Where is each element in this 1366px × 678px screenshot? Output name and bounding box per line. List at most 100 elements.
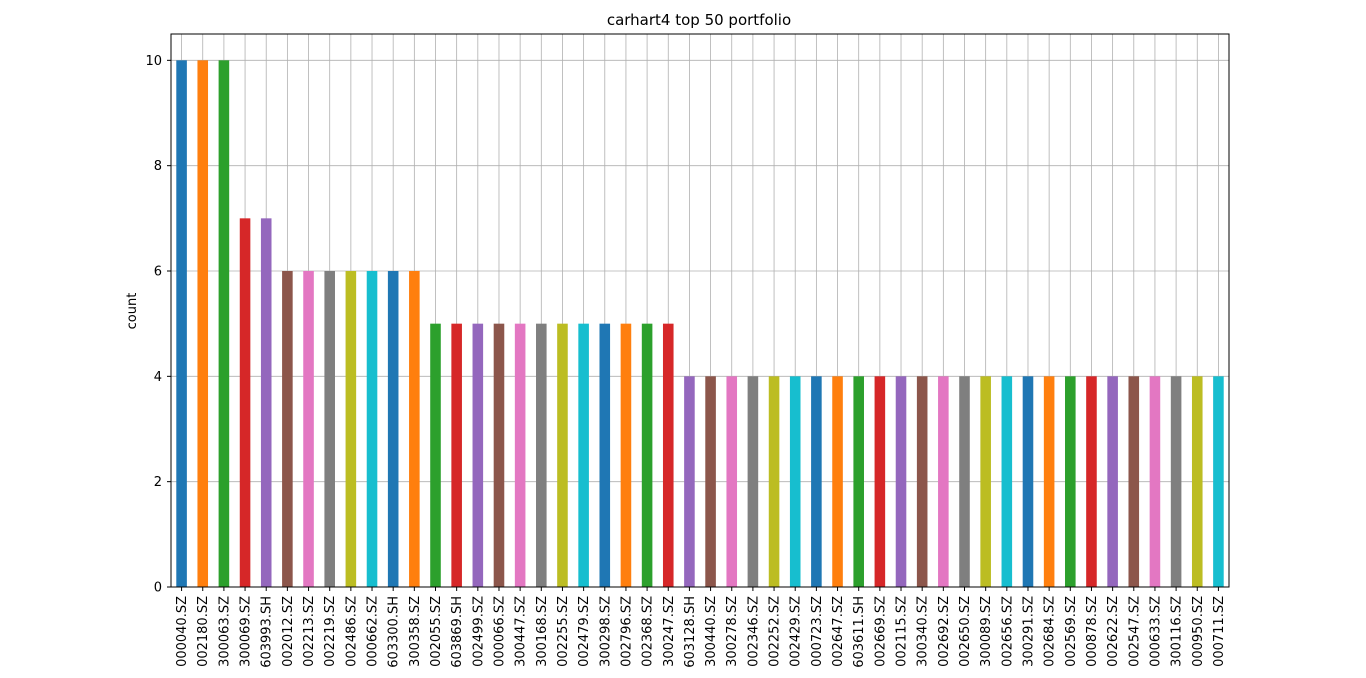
bar — [451, 323, 462, 587]
x-tick-label: 000950.SZ — [1191, 596, 1206, 667]
x-tick-label: 002479.SZ — [577, 596, 592, 667]
bar — [916, 376, 928, 587]
bar — [1001, 376, 1013, 587]
bar — [726, 376, 738, 587]
y-tick-label: 4 — [154, 370, 162, 385]
bar — [1043, 376, 1055, 587]
x-tick-label: 603128.SH — [683, 596, 698, 668]
bar — [1213, 376, 1224, 587]
x-tick-label: 002547.SZ — [1127, 596, 1142, 667]
x-tick-label: 002429.SZ — [789, 596, 804, 667]
x-tick-label: 000711.SZ — [1212, 596, 1227, 667]
bar — [853, 376, 864, 587]
bar — [430, 323, 441, 587]
x-tick-label: 300447.SZ — [514, 596, 529, 667]
x-tick-label: 000066.SZ — [492, 596, 507, 667]
x-tick-label: 300089.SZ — [979, 596, 994, 667]
bar — [282, 271, 293, 587]
bar — [789, 376, 801, 587]
bars — [176, 60, 1224, 588]
bar — [493, 323, 505, 587]
y-tick-label: 8 — [154, 159, 162, 174]
x-tick-label: 002647.SZ — [831, 596, 846, 667]
bar — [599, 323, 611, 587]
x-tick-label: 000878.SZ — [1085, 596, 1100, 667]
bar — [684, 376, 695, 587]
x-tick-label: 002012.SZ — [281, 596, 296, 667]
x-tick-label: 300358.SZ — [408, 596, 423, 667]
bar — [768, 376, 780, 587]
x-tick-label: 002346.SZ — [746, 596, 761, 667]
bar — [303, 271, 314, 587]
x-tick-label: 000662.SZ — [366, 596, 381, 667]
bar — [1086, 376, 1097, 587]
bar — [1149, 376, 1161, 587]
bar — [557, 323, 568, 587]
x-tick-label: 300340.SZ — [916, 596, 931, 667]
x-tick-label: 002499.SZ — [471, 596, 486, 667]
bar — [747, 376, 759, 587]
bar — [260, 218, 272, 588]
bar — [1191, 376, 1203, 587]
bar — [218, 60, 230, 588]
x-tick-label: 603611.SH — [852, 596, 867, 668]
bar — [197, 60, 209, 588]
chart-title: carhart4 top 50 portfolio — [607, 11, 791, 29]
y-tick-label: 0 — [154, 581, 162, 596]
x-tick-label: 002569.SZ — [1064, 596, 1079, 667]
bar — [811, 376, 822, 587]
bar — [832, 376, 843, 587]
y-tick-label: 6 — [154, 265, 162, 280]
x-tick-label: 300440.SZ — [704, 596, 719, 667]
x-tick-label: 002692.SZ — [937, 596, 952, 667]
x-tick-label: 002656.SZ — [1000, 596, 1015, 667]
bar — [536, 323, 547, 587]
x-tick-label: 300278.SZ — [725, 596, 740, 667]
bar — [662, 323, 674, 587]
bar — [1128, 376, 1140, 587]
bar — [324, 271, 335, 587]
x-tick-label: 002055.SZ — [429, 596, 444, 667]
bar — [578, 323, 589, 587]
bar — [938, 376, 949, 587]
bar — [409, 271, 420, 587]
bar — [1022, 376, 1034, 587]
x-tick-label: 603300.SH — [387, 596, 402, 668]
bar — [874, 376, 886, 587]
bar — [176, 60, 187, 588]
x-tick-label: 002796.SZ — [619, 596, 634, 667]
x-tick-label: 002219.SZ — [323, 596, 338, 667]
bar — [705, 376, 716, 587]
x-tick-label: 300298.SZ — [598, 596, 613, 667]
x-tick-label: 002669.SZ — [873, 596, 888, 667]
x-tick-label: 002213.SZ — [302, 596, 317, 667]
x-tick-label: 603993.SH — [260, 596, 275, 668]
x-tick-label: 300116.SZ — [1170, 596, 1185, 667]
x-tick-label: 000040.SZ — [175, 596, 190, 667]
x-tick-label: 002650.SZ — [958, 596, 973, 667]
x-tick-label: 002252.SZ — [768, 596, 783, 667]
bar — [641, 323, 653, 587]
bar — [1170, 376, 1182, 587]
x-tick-label: 002115.SZ — [895, 596, 910, 667]
x-tick-label: 002368.SZ — [641, 596, 656, 667]
bar — [959, 376, 970, 587]
bar — [514, 323, 526, 587]
axes: 0 2 4 6 8 10 000040.SZ 002180.SZ 300063.SZ 300069… — [145, 33, 1230, 668]
x-tick-label: 002255.SZ — [556, 596, 571, 667]
bar — [980, 376, 991, 587]
x-tick-label: 002180.SZ — [196, 596, 211, 667]
bar — [1107, 376, 1118, 587]
x-tick-label: 002622.SZ — [1106, 596, 1121, 667]
x-tick-label: 002684.SZ — [1043, 596, 1058, 667]
bar — [366, 271, 378, 587]
bar — [895, 376, 907, 587]
y-tick-label: 10 — [145, 54, 162, 69]
x-tick-label: 300168.SZ — [535, 596, 550, 667]
bar — [1065, 376, 1076, 587]
x-tick-label: 000723.SZ — [810, 596, 825, 667]
x-tick-label: 603869.SH — [450, 596, 465, 668]
x-tick-label: 300069.SZ — [239, 596, 254, 667]
x-tick-label: 300063.SZ — [217, 596, 232, 667]
